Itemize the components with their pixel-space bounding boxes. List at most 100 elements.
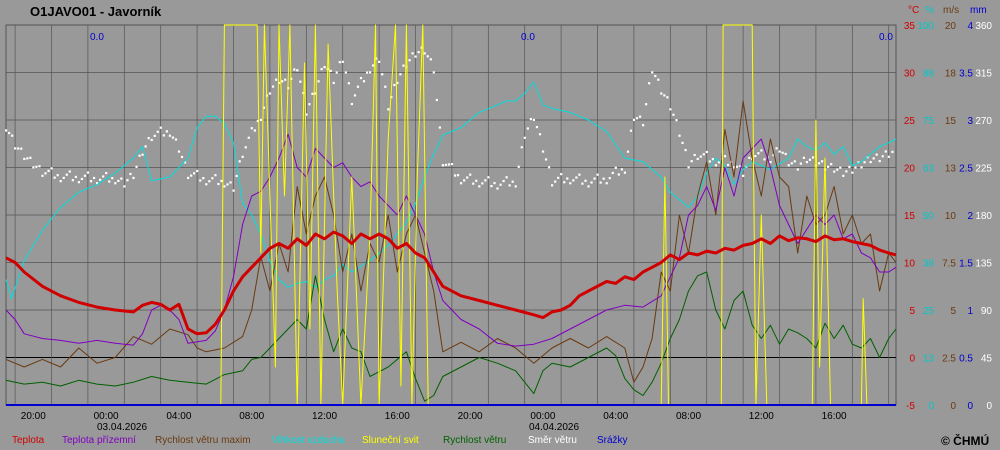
wind-direction-point	[566, 177, 569, 180]
x-tick-label: 08:00	[676, 411, 701, 422]
wind-direction-point	[26, 157, 29, 160]
wind-direction-point	[581, 182, 584, 185]
wind-direction-point	[92, 176, 96, 180]
wind-direction-point	[620, 168, 623, 171]
wind-direction-point	[244, 146, 247, 149]
copyright-label: © ČHMÚ	[941, 433, 989, 448]
wind-direction-point	[429, 58, 432, 61]
x-tick-label: 12:00	[749, 411, 774, 422]
wind-direction-point	[538, 133, 542, 136]
legend: Teplota Teplota přízemní Rychlost větru ma…	[12, 435, 628, 446]
right-axis-tick-precipitation: 3	[967, 116, 973, 127]
wind-direction-point	[223, 185, 226, 188]
wind-direction-point	[681, 141, 684, 144]
wind-direction-point	[199, 179, 202, 182]
right-axis-tick-humidity: 38	[923, 259, 935, 270]
wind-direction-point	[441, 164, 445, 167]
wind-direction-point	[341, 60, 344, 63]
right-axis-tick-humidity: 25	[923, 306, 935, 317]
wind-direction-point	[833, 170, 836, 173]
wind-direction-point	[262, 106, 266, 109]
wind-direction-point	[560, 173, 563, 176]
wind-direction-point	[645, 103, 648, 106]
right-axis-tick-precipitation: 1	[967, 306, 973, 317]
wind-direction-point	[17, 147, 20, 150]
legend-item: Směr větru	[528, 435, 577, 446]
wind-direction-point	[177, 150, 181, 153]
wind-direction-point	[405, 66, 408, 69]
x-tick-label: 04:00	[166, 411, 191, 422]
wind-direction-point	[845, 170, 848, 173]
wind-direction-point	[693, 153, 696, 157]
wind-direction-point	[299, 80, 302, 83]
wind-direction-point	[381, 73, 384, 76]
wind-direction-point	[44, 172, 47, 175]
wind-direction-point	[687, 166, 690, 169]
x-axis: 20:00 00:00 04:00 08:00 12:00 16:00 20:00 00:00…	[21, 411, 847, 422]
series-line-rychlost-v-tru	[5, 271, 897, 402]
wind-direction-point	[523, 136, 526, 139]
wind-direction-point	[881, 155, 884, 158]
wind-direction-point	[769, 161, 772, 164]
wind-direction-point	[748, 156, 751, 159]
wind-direction-point	[156, 130, 159, 133]
wind-direction-point	[99, 178, 102, 181]
right-axis-tick-wind_speed: 2.5	[942, 354, 956, 365]
wind-direction-point	[802, 156, 805, 159]
wind-direction-point	[651, 71, 654, 74]
x-tick-label: 20:00	[21, 411, 46, 422]
x-tick-label: 00:00	[94, 411, 119, 422]
wind-direction-point	[714, 164, 718, 167]
wind-direction-point	[891, 150, 894, 153]
wind-direction-point	[447, 163, 451, 166]
wind-direction-point	[311, 92, 314, 95]
wind-direction-point	[356, 85, 360, 88]
wind-direction-point	[29, 156, 32, 159]
wind-direction-point	[86, 171, 90, 174]
wind-direction-point	[211, 177, 214, 180]
wind-direction-point	[820, 160, 824, 163]
x-tick-label: 12:00	[312, 411, 337, 422]
legend-item: Teplota	[12, 435, 45, 446]
wind-direction-point	[220, 179, 223, 183]
right-axis-tick-wind_direction: 225	[975, 164, 992, 175]
wind-direction-point	[857, 161, 860, 164]
wind-direction-point	[344, 71, 347, 74]
wind-direction-point	[799, 162, 802, 165]
right-axis-tick-precipitation: 2.5	[959, 164, 973, 175]
right-axis-tick-humidity: 88	[923, 69, 935, 80]
wind-direction-point	[678, 134, 681, 137]
wind-direction-point	[496, 187, 499, 190]
wind-direction-point	[426, 55, 429, 58]
wind-direction-point	[147, 137, 150, 140]
right-axis-tick-temperature: 25	[904, 116, 916, 127]
wind-direction-point	[111, 177, 114, 180]
wind-direction-point	[453, 174, 457, 177]
wind-direction-point	[808, 158, 812, 161]
wind-direction-point	[205, 183, 208, 186]
wind-direction-point	[511, 180, 514, 183]
wind-direction-point	[733, 166, 736, 169]
right-axis-tick-wind_speed: 13	[945, 164, 957, 175]
wind-direction-point	[884, 150, 887, 153]
x-tick-label: 08:00	[239, 411, 264, 422]
wind-direction-point	[411, 52, 414, 55]
wind-direction-point	[711, 158, 714, 161]
wind-direction-point	[827, 165, 830, 168]
wind-direction-point	[59, 180, 62, 183]
wind-direction-point	[271, 85, 275, 88]
series-line-teplota-p-zemn-	[5, 133, 897, 347]
right-axis-tick-temperature: 35	[904, 21, 916, 32]
wind-direction-point	[796, 168, 799, 171]
wind-direction-point	[135, 165, 138, 168]
wind-direction-point	[854, 166, 857, 169]
wind-direction-point	[666, 96, 669, 99]
wind-direction-point	[362, 80, 366, 83]
wind-direction-point	[551, 184, 554, 187]
wind-direction-point	[323, 66, 326, 69]
wind-direction-point	[372, 64, 375, 67]
wind-direction-point	[317, 80, 320, 83]
wind-direction-point	[547, 166, 551, 169]
wind-direction-point	[557, 176, 560, 179]
wind-direction-point	[308, 103, 311, 106]
